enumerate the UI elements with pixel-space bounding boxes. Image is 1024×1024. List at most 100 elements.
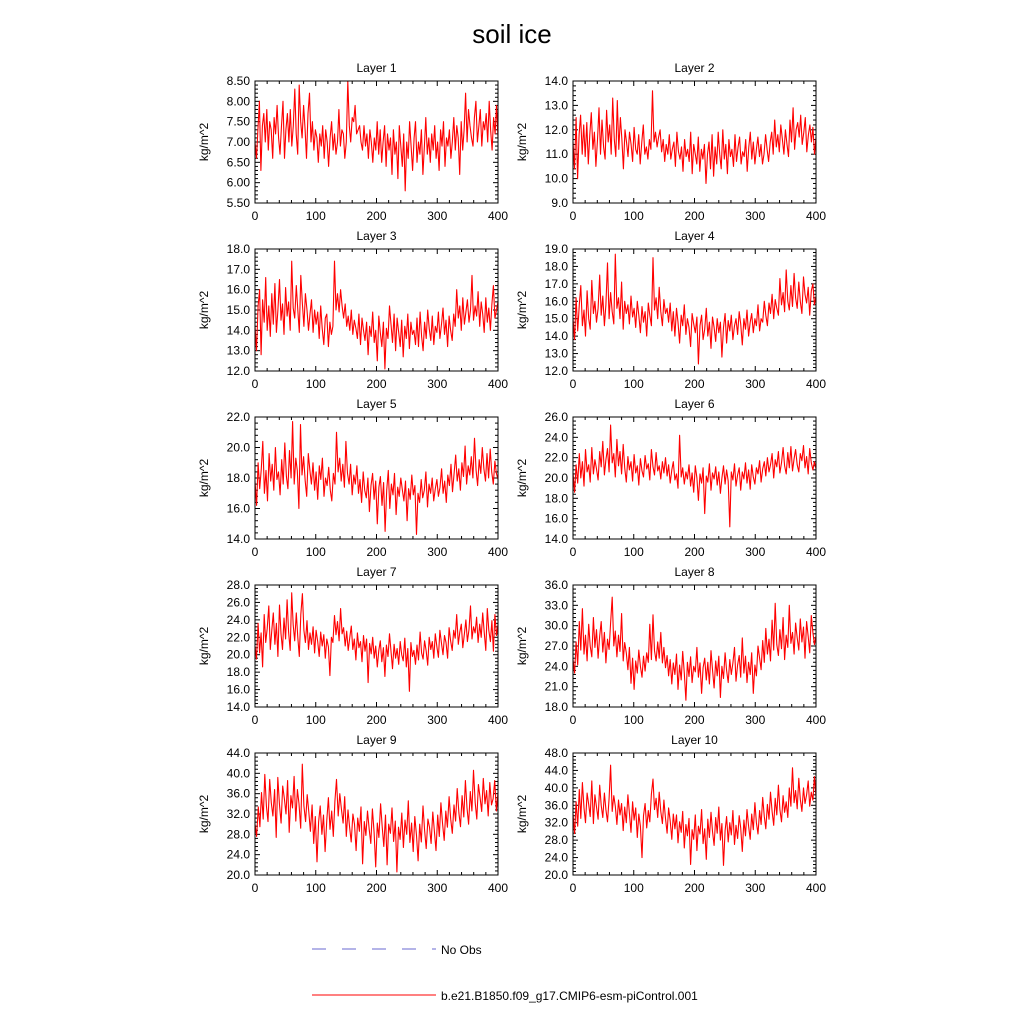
y-tick-label: 40.0 (545, 781, 569, 795)
series-line (254, 260, 499, 370)
y-tick-label: 19.0 (545, 242, 569, 256)
panel-title: Layer 6 (674, 397, 714, 411)
x-tick-label: 0 (570, 377, 577, 391)
series-line (572, 424, 817, 528)
y-axis-label: kg/m^2 (197, 123, 211, 162)
y-tick-label: 26.0 (227, 595, 251, 609)
x-tick-label: 300 (745, 713, 765, 727)
x-tick-label: 100 (306, 881, 326, 895)
y-tick-label: 14.0 (545, 329, 569, 343)
chart-panel-6: Layer 6 14.0 16.0 18.0 20.0 22.0 24.0 26.0 0 100 2… (515, 397, 826, 559)
chart-panel-7: Layer 7 14.0 16.0 18.0 20.0 22.0 24.0 26.0 28.0 0… (197, 565, 508, 727)
x-tick-label: 100 (624, 545, 644, 559)
x-tick-label: 300 (427, 713, 447, 727)
x-tick-label: 300 (745, 209, 765, 223)
panel-title: Layer 10 (671, 733, 718, 747)
x-tick-label: 300 (427, 881, 447, 895)
y-tick-label: 20.0 (227, 868, 251, 882)
x-tick-label: 300 (427, 377, 447, 391)
y-tick-label: 27.0 (545, 639, 569, 653)
chart-panel-10: Layer 10 20.0 24.0 28.0 32.0 36.0 40.0 44.0 48.0… (515, 733, 826, 895)
panel-title: Layer 2 (674, 61, 714, 75)
y-axis-label: kg/m^2 (197, 627, 211, 666)
x-tick-label: 200 (684, 377, 704, 391)
y-tick-label: 12.0 (545, 123, 569, 137)
y-tick-label: 13.0 (545, 98, 569, 112)
x-tick-label: 0 (570, 545, 577, 559)
y-axis-label: kg/m^2 (197, 459, 211, 498)
y-tick-label: 16.0 (545, 512, 569, 526)
y-tick-label: 17.0 (545, 277, 569, 291)
x-tick-label: 100 (306, 713, 326, 727)
x-tick-label: 0 (252, 881, 259, 895)
x-tick-label: 400 (806, 209, 826, 223)
chart-panel-8: Layer 8 18.0 21.0 24.0 27.0 30.0 33.0 36.0 0 100 2… (515, 565, 826, 727)
y-tick-label: 24.0 (227, 613, 251, 627)
plot-frame (572, 584, 817, 708)
y-tick-label: 28.0 (227, 827, 251, 841)
y-tick-label: 24.0 (545, 430, 569, 444)
x-tick-label: 0 (252, 377, 259, 391)
plot-frame (572, 80, 817, 204)
y-tick-label: 36.0 (227, 787, 251, 801)
y-tick-label: 18.0 (545, 259, 569, 273)
y-axis-label: kg/m^2 (515, 123, 529, 162)
x-tick-label: 400 (488, 881, 508, 895)
series-line (572, 253, 817, 365)
x-tick-label: 200 (366, 377, 386, 391)
y-axis-label: kg/m^2 (515, 795, 529, 834)
y-tick-label: 20.0 (227, 648, 251, 662)
y-axis-label: kg/m^2 (515, 627, 529, 666)
legend-label-no-obs: No Obs (441, 943, 482, 957)
x-tick-label: 400 (806, 545, 826, 559)
x-tick-label: 100 (306, 545, 326, 559)
panel-title: Layer 4 (674, 229, 714, 243)
y-tick-label: 28.0 (545, 833, 569, 847)
legend-label-model: b.e21.B1850.f09_g17.CMIP6-esm-piControl.… (441, 989, 698, 1003)
y-axis-label: kg/m^2 (197, 291, 211, 330)
y-tick-label: 13.0 (227, 344, 251, 358)
x-tick-label: 100 (306, 209, 326, 223)
y-axis-label: kg/m^2 (515, 459, 529, 498)
x-tick-label: 100 (624, 713, 644, 727)
panel-title: Layer 3 (356, 229, 396, 243)
y-tick-label: 15.0 (227, 303, 251, 317)
y-tick-label: 15.0 (545, 312, 569, 326)
panel-title: Layer 7 (356, 565, 396, 579)
y-tick-label: 24.0 (545, 659, 569, 673)
plot-frame (254, 248, 499, 372)
x-tick-label: 400 (806, 881, 826, 895)
plot-frame (254, 752, 499, 876)
x-tick-label: 0 (570, 713, 577, 727)
y-tick-label: 5.50 (227, 196, 251, 210)
chart-panel-5: Layer 5 14.0 16.0 18.0 20.0 22.0 0 100 200 300 400… (197, 397, 508, 559)
y-tick-label: 30.0 (545, 619, 569, 633)
y-tick-label: 20.0 (545, 868, 569, 882)
y-tick-label: 28.0 (227, 578, 251, 592)
y-tick-label: 12.0 (545, 364, 569, 378)
y-tick-label: 24.0 (227, 848, 251, 862)
y-tick-label: 44.0 (227, 746, 251, 760)
y-tick-label: 14.0 (545, 532, 569, 546)
x-tick-label: 100 (624, 209, 644, 223)
y-tick-label: 36.0 (545, 798, 569, 812)
y-tick-label: 32.0 (227, 807, 251, 821)
panel-title: Layer 1 (356, 61, 396, 75)
y-tick-label: 14.0 (227, 532, 251, 546)
y-tick-label: 16.0 (227, 502, 251, 516)
chart-panel-9: Layer 9 20.0 24.0 28.0 32.0 36.0 40.0 44.0 0 100 2… (197, 733, 508, 895)
x-tick-label: 100 (306, 377, 326, 391)
y-tick-label: 48.0 (545, 746, 569, 760)
y-tick-label: 10.0 (545, 172, 569, 186)
y-tick-label: 6.00 (227, 176, 251, 190)
y-tick-label: 13.0 (545, 347, 569, 361)
x-tick-label: 400 (488, 377, 508, 391)
series-line (254, 80, 499, 192)
series-line (254, 421, 499, 535)
panel-title: Layer 5 (356, 397, 396, 411)
panel-title: Layer 9 (356, 733, 396, 747)
x-tick-label: 300 (427, 545, 447, 559)
y-tick-label: 22.0 (545, 451, 569, 465)
y-tick-label: 44.0 (545, 763, 569, 777)
plot-frame (254, 584, 499, 708)
